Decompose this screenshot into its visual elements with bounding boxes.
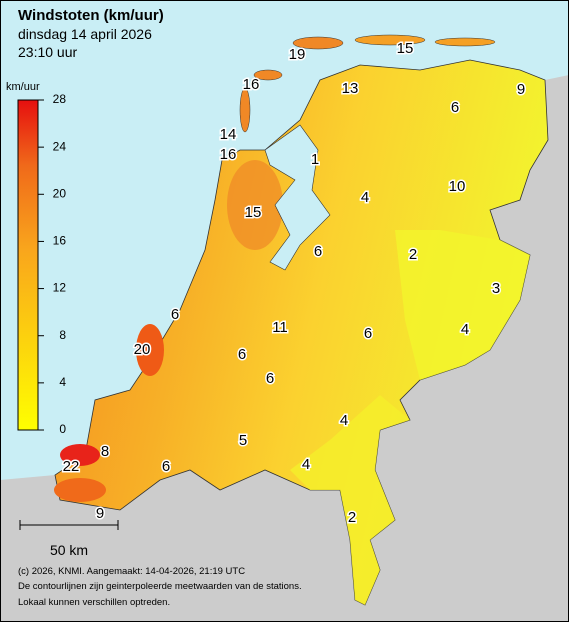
station-value: 19 xyxy=(289,46,306,63)
station-value: 2 xyxy=(348,509,356,526)
station-value: 8 xyxy=(101,443,109,460)
legend-unit: km/uur xyxy=(6,81,40,93)
island xyxy=(239,87,251,133)
station-value: 4 xyxy=(302,456,310,473)
ijsselmeer xyxy=(264,124,331,271)
station-value: 15 xyxy=(245,204,262,221)
footer-line: (c) 2026, KNMI. Aangemaakt: 14-04-2026, … xyxy=(18,566,245,577)
island xyxy=(253,69,283,81)
station-value: 6 xyxy=(162,458,170,475)
station-value: 4 xyxy=(461,321,469,338)
station-value: 6 xyxy=(266,370,274,387)
station-value: 9 xyxy=(96,505,104,522)
station-value: 14 xyxy=(220,126,237,143)
station-value: 9 xyxy=(517,81,525,98)
station-value: 20 xyxy=(134,341,151,358)
hotspot xyxy=(54,478,106,502)
station-value: 10 xyxy=(449,178,466,195)
hotspot xyxy=(227,160,283,250)
east-yellow-zone xyxy=(395,230,530,380)
tick-label: 24 xyxy=(53,139,67,153)
south-yellow-zone xyxy=(290,395,410,605)
tick-label: 20 xyxy=(53,186,67,200)
footer-line: De contourlijnen zijn geinterpoleerde me… xyxy=(18,581,302,592)
hotspot xyxy=(136,324,164,376)
station-value: 4 xyxy=(340,412,348,429)
station-value: 3 xyxy=(492,280,500,297)
hotspot xyxy=(60,444,100,466)
tick-label: 12 xyxy=(53,281,67,295)
station-value: 1 xyxy=(311,151,319,168)
station-value: 15 xyxy=(397,40,414,57)
colorbar xyxy=(17,99,39,431)
station-value: 6 xyxy=(314,243,322,260)
station-value: 6 xyxy=(364,325,372,342)
station-value: 11 xyxy=(272,319,288,336)
island xyxy=(292,36,344,50)
station-value: 6 xyxy=(451,99,459,116)
footer-line: Lokaal kunnen verschillen optreden. xyxy=(18,597,170,608)
station-value: 16 xyxy=(243,76,260,93)
time: 23:10 uur xyxy=(18,44,77,60)
station-value: 16 xyxy=(220,146,237,163)
title: Windstoten (km/uur) xyxy=(18,7,164,24)
station-value: 6 xyxy=(171,306,179,323)
tick-label: 0 xyxy=(59,422,66,436)
scale-label: 50 km xyxy=(50,542,88,558)
station-value: 2 xyxy=(409,246,417,263)
tick-label: 4 xyxy=(59,375,66,389)
subtitle: dinsdag 14 april 2026 xyxy=(18,26,152,42)
tick-label: 8 xyxy=(59,328,66,342)
station-value: 6 xyxy=(238,346,246,363)
island xyxy=(354,34,426,46)
island xyxy=(434,37,496,47)
station-value: 5 xyxy=(239,432,247,449)
station-value: 4 xyxy=(361,189,369,206)
tick-label: 16 xyxy=(53,234,67,248)
station-value: 13 xyxy=(342,80,359,97)
station-value: 22 xyxy=(63,458,80,475)
tick-label: 28 xyxy=(53,92,67,106)
